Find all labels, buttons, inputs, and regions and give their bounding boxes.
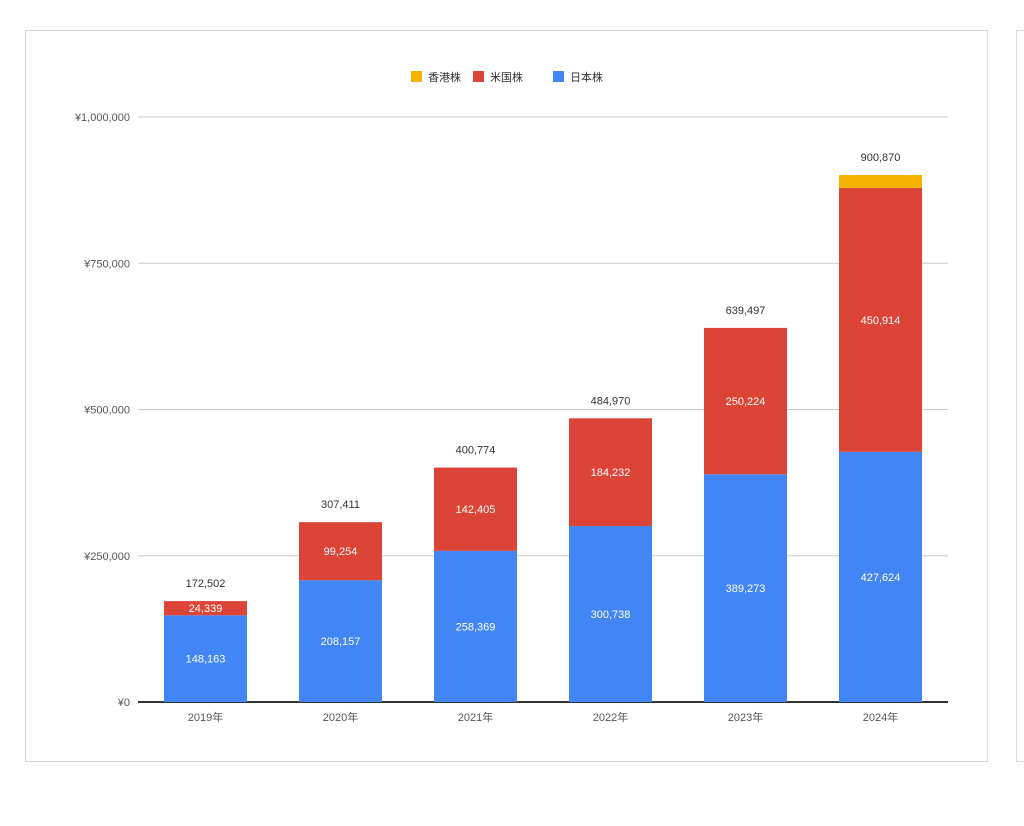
chart-card: ¥0 ¥250,000 ¥500,000 ¥750,000 ¥1,000,000 148… [25,30,988,762]
segment-value-label: 250,224 [726,396,766,408]
segment-value-label: 24,339 [189,603,223,615]
legend[interactable]: 香港株 米国株 日本株 [411,70,603,84]
legend-swatch [411,71,422,82]
bars [164,174,922,702]
bar-segment[interactable] [839,174,922,189]
bar-segment[interactable] [569,418,652,527]
y-tick-label: ¥250,000 [83,551,130,563]
y-tick-label: ¥1,000,000 [74,112,130,124]
segment-value-label: 148,163 [186,654,226,666]
legend-swatch [473,71,484,82]
bar-segment[interactable] [434,550,517,702]
y-tick-label: ¥0 [117,697,130,709]
bar-segment[interactable] [434,467,517,551]
x-tick-label: 2022年 [593,710,628,724]
legend-item[interactable]: 香港株 [411,70,461,84]
total-value-label: 307,411 [321,499,360,511]
bar-segment[interactable] [299,522,382,581]
legend-swatch [553,71,564,82]
bar-segment[interactable] [704,327,787,475]
segment-value-label: 258,369 [456,621,496,633]
legend-item[interactable]: 米国株 [473,70,523,84]
y-tick-label: ¥750,000 [83,258,130,270]
total-value-label: 172,502 [186,578,226,590]
x-tick-label: 2023年 [728,710,763,724]
x-tick-label: 2024年 [863,710,898,724]
gridlines [138,116,948,703]
data-labels: 148,163 24,339 172,502 208,157 99,254 307,411… [186,152,901,666]
legend-label: 米国株 [490,70,523,84]
x-tick-label: 2019年 [188,710,223,724]
total-value-label: 900,870 [861,152,901,164]
segment-value-label: 427,624 [861,572,901,584]
adjacent-card-edge [1016,30,1024,762]
total-value-label: 639,497 [726,305,766,317]
y-axis-tick-labels: ¥0 ¥250,000 ¥500,000 ¥750,000 ¥1,000,000 [74,112,130,709]
bar-segment[interactable] [839,451,922,702]
legend-label: 日本株 [570,70,603,84]
legend-label: 香港株 [428,70,461,84]
x-tick-label: 2020年 [323,710,358,724]
bar-segment[interactable] [569,526,652,702]
segment-value-label: 300,738 [591,609,631,621]
segment-value-label: 389,273 [726,583,766,595]
total-value-label: 400,774 [456,445,496,457]
bar-segment[interactable] [164,615,247,702]
segment-value-label: 142,405 [456,504,496,516]
bar-segment[interactable] [164,601,247,616]
bar-segment[interactable] [704,474,787,702]
x-axis-tick-labels: 2019年 2020年 2021年 2022年 2023年 2024年 [188,710,898,724]
legend-item[interactable]: 日本株 [553,70,603,84]
bar-segment[interactable] [839,188,922,452]
segment-value-label: 184,232 [591,467,631,479]
segment-value-label: 99,254 [324,546,358,558]
y-tick-label: ¥500,000 [83,405,130,417]
segment-value-label: 450,914 [861,315,901,327]
segment-value-label: 208,157 [321,636,361,648]
total-value-label: 484,970 [591,395,631,407]
x-tick-label: 2021年 [458,710,493,724]
bar-segment[interactable] [299,580,382,702]
stacked-bar-chart: ¥0 ¥250,000 ¥500,000 ¥750,000 ¥1,000,000 148… [74,70,948,724]
